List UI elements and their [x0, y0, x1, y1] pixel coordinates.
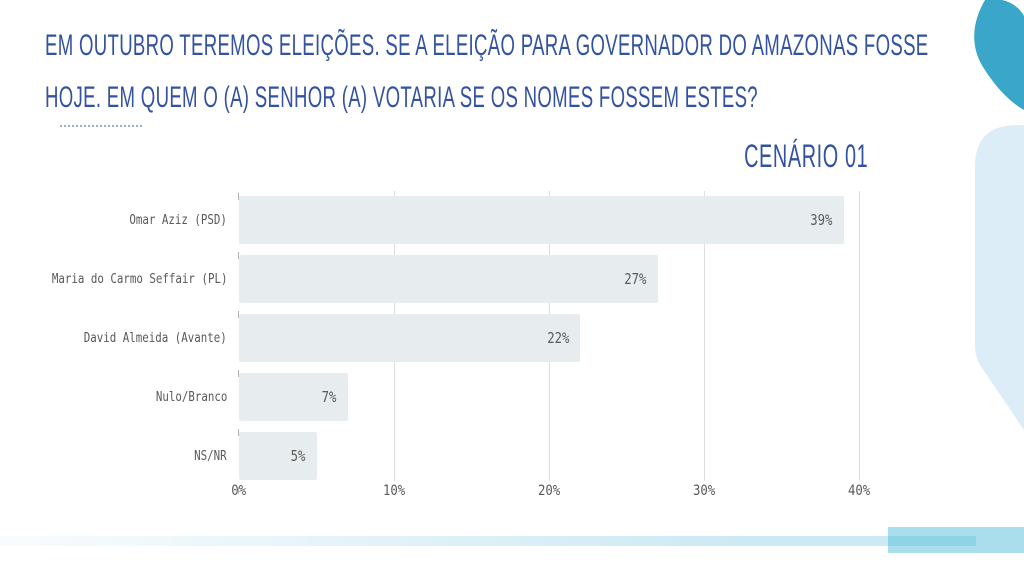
category-label: Nulo/Branco: [155, 389, 227, 405]
axis-tick: [238, 252, 239, 259]
axis-tick: [238, 429, 239, 436]
category-label: Omar Aziz (PSD): [129, 212, 227, 228]
x-axis-tick-label: 0%: [231, 483, 247, 499]
question-title-line-1: EM OUTUBRO TEREMOS ELEIÇÕES. SE A ELEIÇÃ…: [45, 29, 929, 62]
value-label: 5%: [291, 447, 306, 465]
value-label: 22%: [547, 329, 570, 347]
bar-row: Nulo/Branco 7%: [0, 373, 1024, 421]
value-label: 39%: [810, 211, 833, 229]
scenario-label: CENÁRIO 01: [743, 138, 868, 174]
value-label: 27%: [624, 270, 647, 288]
axis-tick: [238, 311, 239, 318]
gridline-40pct: [859, 191, 860, 481]
bar-row: David Almeida (Avante) 22%: [0, 314, 1024, 362]
bar-row: Omar Aziz (PSD) 39%: [0, 196, 1024, 244]
axis-tick: [238, 487, 239, 494]
title-dotted-underline: [60, 125, 142, 127]
bar: 27%: [239, 255, 658, 303]
category-label: Maria do Carmo Seffair (PL): [51, 271, 227, 287]
bar-row: NS/NR 5%: [0, 432, 1024, 480]
x-axis-tick-label: 40%: [847, 483, 871, 499]
x-axis-tick-label: 30%: [692, 483, 716, 499]
value-label: 7%: [322, 388, 337, 406]
category-label: NS/NR: [194, 448, 227, 464]
bar-row: Maria do Carmo Seffair (PL) 27%: [0, 255, 1024, 303]
bar: 39%: [239, 196, 844, 244]
bar: 7%: [239, 373, 348, 421]
x-axis-tick-label: 10%: [382, 483, 406, 499]
x-axis-tick-label: 20%: [537, 483, 561, 499]
question-title: EM OUTUBRO TEREMOS ELEIÇÕES. SE A ELEIÇÃ…: [45, 20, 1024, 124]
axis-tick: [238, 370, 239, 377]
question-title-line-2: HOJE. EM QUEM O (A) SENHOR (A) VOTARIA S…: [45, 81, 758, 114]
gridline-30pct: [704, 191, 705, 481]
axis-tick: [238, 193, 239, 200]
bar: 22%: [239, 314, 580, 362]
category-label: David Almeida (Avante): [83, 330, 227, 346]
bar: 5%: [239, 432, 317, 480]
